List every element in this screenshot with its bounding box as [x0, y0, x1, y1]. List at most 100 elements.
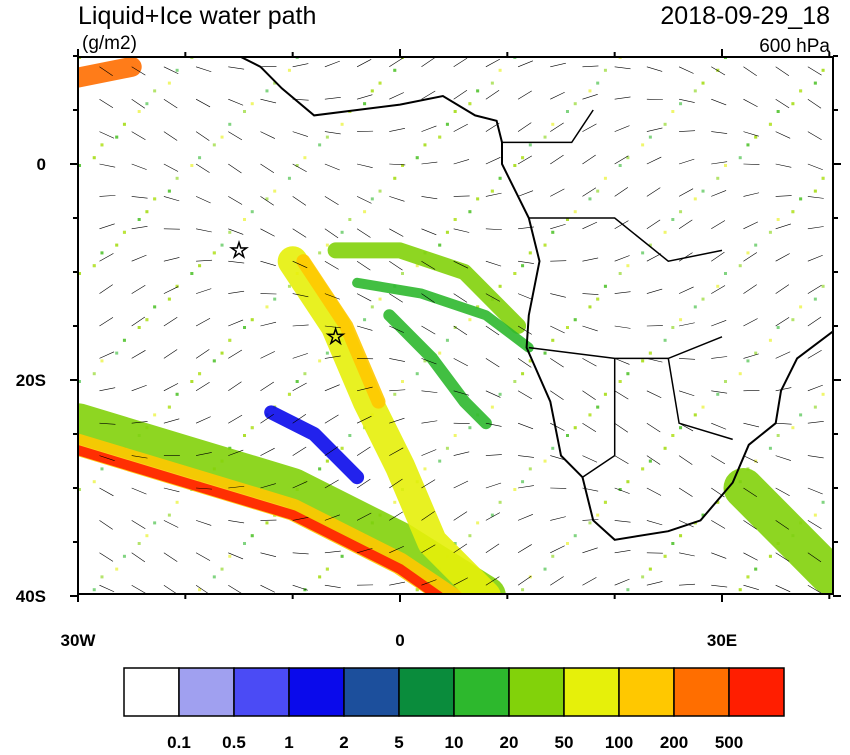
cloud-speck: [521, 480, 524, 483]
wind-barb: [132, 385, 147, 391]
cloud-speck: [814, 298, 817, 301]
cloud-speck: [228, 339, 231, 342]
cloud-speck: [746, 359, 749, 362]
cloud-speck: [100, 575, 103, 578]
wind-barb: [615, 326, 631, 328]
cloud-speck: [822, 69, 825, 72]
cloud-speck: [626, 588, 629, 591]
cloud-speck: [619, 164, 622, 167]
cloud-speck: [454, 110, 457, 113]
cloud-speck: [228, 231, 231, 234]
wind-barb: [325, 261, 339, 269]
cloud-speck: [499, 501, 502, 504]
wind-barb: [518, 391, 532, 399]
wind-barb: [421, 391, 437, 393]
wind-barb: [582, 519, 598, 520]
cloud-speck: [100, 143, 103, 146]
wind-barb: [99, 132, 114, 139]
cloud-speck: [326, 460, 329, 463]
wind-barb: [357, 229, 370, 238]
cloud-speck: [123, 555, 126, 558]
colorbar-label: 0.5: [222, 733, 246, 750]
cloud-speck: [544, 352, 547, 355]
cloud-speck: [348, 218, 351, 221]
wind-barb: [808, 67, 822, 75]
cloud-speck: [326, 244, 329, 247]
cloud-speck: [769, 555, 772, 558]
cloud-speck: [814, 406, 817, 409]
cloud-speck: [123, 339, 126, 342]
cloud-speck: [716, 393, 719, 396]
cloud-speck: [566, 542, 569, 545]
cloud-speck: [694, 413, 697, 416]
wind-barb: [679, 391, 694, 396]
wind-barb: [421, 229, 436, 235]
wind-barb: [260, 164, 273, 173]
cloud-speck: [138, 110, 141, 113]
cloud-speck: [596, 514, 599, 517]
wind-barb: [776, 196, 792, 197]
cloud-speck: [251, 210, 254, 213]
wind-barb: [615, 292, 631, 294]
cloud-speck: [221, 352, 224, 355]
wind-barb: [647, 128, 663, 132]
wind-barb: [808, 285, 822, 293]
cloud-speck: [93, 588, 96, 591]
cloud-speck: [393, 177, 396, 180]
wind-barb: [582, 124, 596, 132]
cloud-speck: [777, 326, 780, 329]
wind-barb: [776, 164, 792, 167]
wind-barb: [550, 326, 564, 333]
wind-barb: [164, 99, 177, 108]
wind-barb: [486, 544, 499, 553]
wind-barb: [711, 162, 727, 164]
wind-barb: [325, 164, 340, 170]
cloud-speck: [521, 372, 524, 375]
cloud-speck: [596, 190, 599, 193]
cloud-speck: [574, 210, 577, 213]
wind-barb: [357, 294, 371, 301]
wind-barb: [164, 132, 177, 141]
cloud-speck: [822, 393, 825, 396]
wind-barb: [293, 164, 307, 172]
wind-barb: [293, 383, 307, 391]
wind-barb: [582, 391, 595, 400]
cloud-speck: [724, 164, 727, 167]
cloud-speck: [468, 534, 471, 537]
wind-barb: [99, 224, 114, 229]
colorbar-box: [619, 668, 674, 716]
cloud-speck: [746, 143, 749, 146]
lon-label: 0: [395, 631, 404, 650]
wind-barb: [518, 61, 533, 67]
border: [529, 337, 722, 359]
cloud-speck: [446, 339, 449, 342]
cloud-speck: [551, 339, 554, 342]
cloud-speck: [626, 372, 629, 375]
cloud-speck: [416, 372, 419, 375]
cloud-speck: [513, 164, 516, 167]
cloud-speck: [769, 231, 772, 234]
cloud-speck: [123, 123, 126, 126]
wind-barb: [486, 90, 499, 99]
colorbar-label: 0.1: [167, 733, 191, 750]
cloud-speck: [491, 406, 494, 409]
cloud-speck: [822, 285, 825, 288]
wind-barb: [99, 388, 115, 391]
colorbar-label: 500: [715, 733, 743, 750]
cloud-speck: [115, 352, 118, 355]
wind-barb: [196, 349, 209, 358]
wind-barb: [518, 261, 534, 263]
cloud-speck: [513, 488, 516, 491]
cloud-speck: [671, 434, 674, 437]
cloud-speck: [243, 326, 246, 329]
wind-barb: [132, 196, 148, 198]
cloud-speck: [190, 272, 193, 275]
cloud-speck: [288, 177, 291, 180]
wind-barb: [647, 520, 662, 524]
cloud-speck: [446, 231, 449, 234]
wind-barb: [518, 294, 533, 300]
cloud-speck: [513, 380, 516, 383]
cloud-speck: [198, 264, 201, 267]
cloud-speck: [371, 305, 374, 308]
cloud-speck: [566, 110, 569, 113]
